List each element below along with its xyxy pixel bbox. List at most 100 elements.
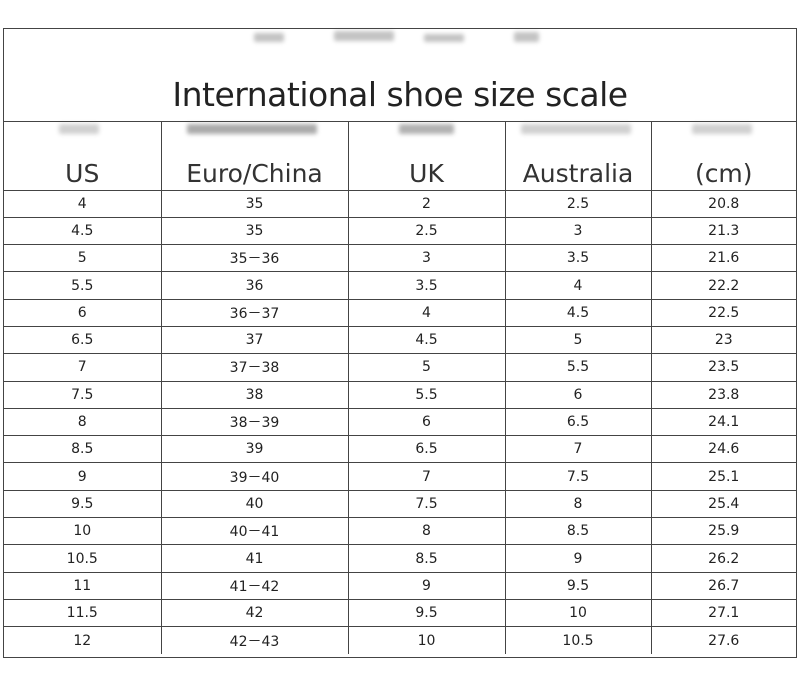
cell-euro-china: 40－41 (161, 517, 349, 546)
cell-euro-china: 36 (161, 271, 349, 300)
header-uk: UK (348, 122, 506, 191)
obscured-text-smudge (254, 33, 284, 42)
cell-us: 4.5 (4, 217, 162, 246)
table-row: 5.5 36 3.5 4 22.2 (4, 271, 796, 300)
cell-australia: 9 (505, 544, 652, 573)
obscured-text-smudge (514, 32, 539, 42)
table-row: 8 38－39 6 6.5 24.1 (4, 408, 796, 437)
cell-euro-china: 41－42 (161, 572, 349, 600)
cell-euro-china: 39 (161, 435, 349, 464)
cell-cm: 24.1 (651, 408, 796, 437)
table-row: 12 42－43 10 10.5 27.6 (4, 626, 796, 655)
cell-cm: 23.8 (651, 381, 796, 409)
size-chart: International shoe size scale US Euro/Ch… (3, 28, 797, 658)
cell-cm: 26.7 (651, 572, 796, 600)
table-row: 11 41－42 9 9.5 26.7 (4, 572, 796, 600)
cell-australia: 8.5 (505, 517, 652, 546)
cell-uk: 2.5 (348, 217, 506, 246)
obscured-text-smudge (59, 124, 99, 134)
cell-uk: 6 (348, 408, 506, 437)
table-row: 8.5 39 6.5 7 24.6 (4, 435, 796, 464)
title-band: International shoe size scale (4, 29, 796, 122)
table-row: 11.5 42 9.5 10 27.1 (4, 599, 796, 628)
cell-cm: 25.4 (651, 490, 796, 519)
cell-euro-china: 35 (161, 217, 349, 246)
cell-uk: 7 (348, 462, 506, 491)
cell-australia: 10.5 (505, 626, 652, 655)
header-label: Euro/China (186, 158, 323, 188)
size-table-body: 4 35 2 2.5 20.8 4.5 35 2.5 3 21.3 5 35－36 3 3.5 21.6… (4, 190, 796, 655)
cell-australia: 3.5 (505, 244, 652, 273)
header-label: UK (409, 158, 444, 188)
cell-australia: 4 (505, 271, 652, 300)
cell-cm: 24.6 (651, 435, 796, 464)
table-row: 6.5 37 4.5 5 23 (4, 326, 796, 355)
cell-us: 7 (4, 353, 162, 382)
cell-uk: 8 (348, 517, 506, 546)
cell-cm: 23.5 (651, 353, 796, 382)
header-label: (cm) (694, 158, 753, 188)
header-us: US (4, 122, 162, 191)
cell-us: 6.5 (4, 326, 162, 355)
cell-us: 10.5 (4, 544, 162, 573)
cell-euro-china: 39－40 (161, 462, 349, 491)
cell-australia: 3 (505, 217, 652, 246)
table-row: 10.5 41 8.5 9 26.2 (4, 544, 796, 573)
cell-us: 8 (4, 408, 162, 437)
size-table: US Euro/China UK Australia (cm) (4, 122, 796, 655)
table-row: 10 40－41 8 8.5 25.9 (4, 517, 796, 546)
cell-us: 11 (4, 572, 162, 600)
cell-euro-china: 42－43 (161, 626, 349, 655)
obscured-text-smudge (424, 34, 464, 42)
table-row: 6 36－37 4 4.5 22.5 (4, 299, 796, 327)
obscured-text-smudge (334, 31, 394, 41)
cell-us: 6 (4, 299, 162, 327)
cell-australia: 8 (505, 490, 652, 519)
header-euro-china: Euro/China (161, 122, 349, 191)
cell-australia: 4.5 (505, 299, 652, 327)
cell-uk: 8.5 (348, 544, 506, 573)
obscured-text-smudge (691, 124, 752, 134)
cell-cm: 25.1 (651, 462, 796, 491)
cell-cm: 27.6 (708, 632, 740, 649)
header-label: US (65, 158, 100, 188)
cell-us: 4 (4, 190, 162, 218)
obscured-text-smudge (398, 124, 454, 134)
cell-australia: 7 (505, 435, 652, 464)
cell-euro-china: 37 (161, 326, 349, 355)
cell-cm: 21.3 (651, 217, 796, 246)
cell-uk: 9.5 (348, 599, 506, 628)
cell-australia: 7.5 (505, 462, 652, 491)
header-australia: Australia (505, 122, 652, 191)
cell-cm: 23 (651, 326, 796, 355)
cell-uk: 4.5 (348, 326, 506, 355)
cell-us: 10 (4, 517, 162, 546)
cell-australia: 5 (505, 326, 652, 355)
cell-us: 7.5 (4, 381, 162, 409)
cell-uk: 3.5 (348, 271, 506, 300)
header-cm: (cm) (651, 122, 796, 191)
cell-us: 5.5 (4, 271, 162, 300)
cell-uk: 9 (348, 572, 506, 600)
cell-australia: 2.5 (505, 190, 652, 218)
cell-uk: 2 (348, 190, 506, 218)
cell-cm: 20.8 (651, 190, 796, 218)
chart-title: International shoe size scale (172, 75, 628, 114)
table-row: 9.5 40 7.5 8 25.4 (4, 490, 796, 519)
cell-uk: 7.5 (348, 490, 506, 519)
obscured-text-smudge (186, 124, 317, 134)
cell-cm: 27.1 (651, 599, 796, 628)
cell-us: 8.5 (4, 435, 162, 464)
cell-euro-china: 42 (161, 599, 349, 628)
cell-us: 5 (4, 244, 162, 273)
cell-euro-china: 38 (161, 381, 349, 409)
header-row: US Euro/China UK Australia (cm) (4, 122, 796, 191)
obscured-text-smudge (520, 124, 631, 134)
table-row: 7 37－38 5 5.5 23.5 (4, 353, 796, 382)
cell-australia: 6 (505, 381, 652, 409)
table-row: 7.5 38 5.5 6 23.8 (4, 381, 796, 409)
cell-cm: 22.2 (651, 271, 796, 300)
cell-us: 11.5 (4, 599, 162, 628)
table-row: 4 35 2 2.5 20.8 (4, 190, 796, 218)
cell-euro-china: 35 (161, 190, 349, 218)
